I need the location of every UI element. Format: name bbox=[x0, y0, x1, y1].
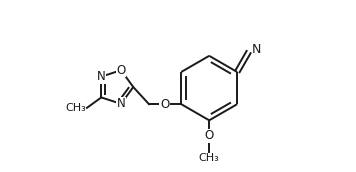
Text: N: N bbox=[97, 70, 106, 83]
Text: CH₃: CH₃ bbox=[65, 103, 86, 113]
Text: N: N bbox=[252, 43, 261, 56]
Text: N: N bbox=[117, 97, 125, 110]
Text: O: O bbox=[160, 98, 169, 111]
Text: CH₃: CH₃ bbox=[199, 153, 220, 163]
Text: O: O bbox=[205, 130, 214, 142]
Text: O: O bbox=[116, 64, 126, 77]
